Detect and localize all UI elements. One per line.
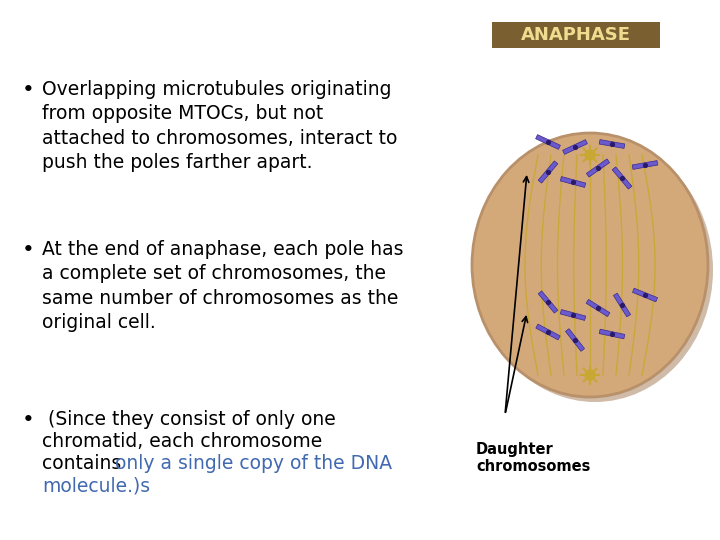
Polygon shape (574, 140, 588, 149)
Polygon shape (620, 177, 632, 189)
Text: (Since they consist of only one: (Since they consist of only one (42, 410, 336, 429)
Polygon shape (538, 171, 550, 183)
Text: Daughter
chromosomes: Daughter chromosomes (476, 442, 590, 475)
Circle shape (585, 150, 595, 160)
Text: At the end of anaphase, each pole has
a complete set of chromosomes, the
same nu: At the end of anaphase, each pole has a … (42, 240, 403, 332)
Polygon shape (613, 293, 624, 306)
Polygon shape (547, 140, 560, 150)
Polygon shape (546, 301, 558, 313)
Text: only a single copy of the DNA: only a single copy of the DNA (115, 454, 392, 473)
Text: ANAPHASE: ANAPHASE (521, 26, 631, 44)
Polygon shape (572, 180, 586, 187)
Polygon shape (599, 329, 613, 336)
Text: chromatid, each chromosome: chromatid, each chromosome (42, 432, 323, 451)
Polygon shape (611, 332, 625, 339)
Polygon shape (632, 288, 646, 297)
Polygon shape (586, 299, 599, 310)
Text: Overlapping microtubules originating
from opposite MTOCs, but not
attached to ch: Overlapping microtubules originating fro… (42, 80, 397, 172)
Polygon shape (536, 134, 549, 144)
Polygon shape (611, 142, 625, 149)
Polygon shape (560, 309, 574, 317)
Text: contains: contains (42, 454, 127, 473)
Polygon shape (644, 160, 658, 167)
Text: •: • (22, 80, 35, 100)
Polygon shape (547, 330, 560, 340)
Text: •: • (22, 240, 35, 260)
Polygon shape (572, 313, 586, 320)
Polygon shape (562, 145, 576, 154)
Text: molecule.)s: molecule.)s (42, 476, 150, 495)
Polygon shape (565, 329, 577, 341)
Polygon shape (644, 293, 657, 302)
Text: •: • (22, 410, 35, 430)
Polygon shape (560, 177, 574, 184)
Polygon shape (586, 166, 599, 177)
Polygon shape (597, 306, 610, 316)
Polygon shape (573, 339, 585, 352)
Ellipse shape (477, 138, 713, 402)
Polygon shape (597, 159, 610, 170)
Polygon shape (538, 291, 550, 303)
FancyBboxPatch shape (492, 22, 660, 48)
Polygon shape (546, 161, 558, 173)
Polygon shape (632, 163, 645, 170)
Polygon shape (599, 140, 613, 146)
Ellipse shape (472, 133, 708, 397)
Polygon shape (620, 304, 631, 317)
Polygon shape (536, 324, 549, 334)
Circle shape (585, 370, 595, 380)
Polygon shape (612, 167, 624, 179)
